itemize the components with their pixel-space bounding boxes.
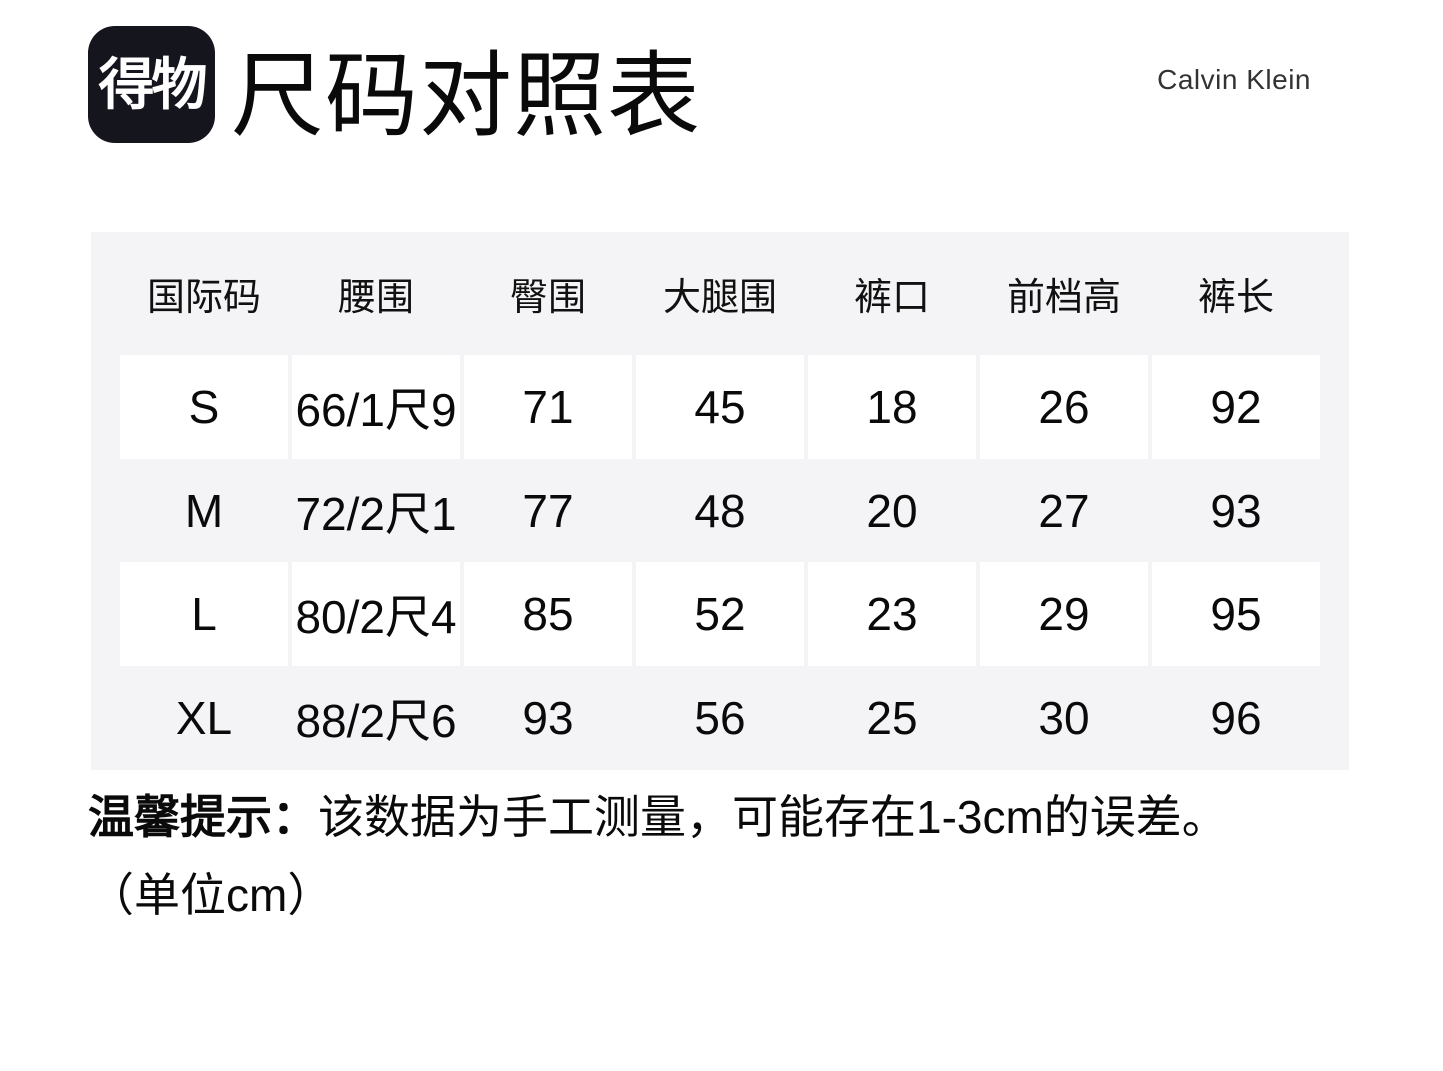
measurement-cell: 45 <box>636 355 804 459</box>
size-label-cell: XL <box>175 691 233 744</box>
measurement-cell: 23 <box>808 562 976 667</box>
measurement-note: 温馨提示：该数据为手工测量，可能存在1-3cm的误差。 <box>88 788 1228 848</box>
page-title: 尺码对照表 <box>231 44 701 148</box>
column-header-1: 国际码 <box>146 277 261 319</box>
measurement-cell: 26 <box>980 355 1148 459</box>
measurement-cell: 30 <box>1038 691 1090 744</box>
measurement-cell: 77 <box>522 484 574 537</box>
dewu-logo: 得物 <box>88 26 215 143</box>
column-header-7: 裤长 <box>1197 277 1274 319</box>
measurement-cell: 92 <box>1152 355 1320 459</box>
measurement-cell: 29 <box>980 562 1148 667</box>
measurement-cell: 56 <box>694 691 746 744</box>
size-table: 国际码 腰围 臀围 大腿围 裤口 前档高 裤长 S 66/1尺9 71 45 18 26 92 M 72/2尺… <box>91 232 1349 770</box>
measurement-cell: 95 <box>1152 562 1320 667</box>
measurement-cell: 25 <box>866 691 918 744</box>
note-label: 温馨提示： <box>88 791 318 843</box>
note-text: 该数据为手工测量，可能存在1-3cm的误差。 <box>318 791 1228 843</box>
measurement-cell: 18 <box>808 355 976 459</box>
measurement-cell: 71 <box>464 355 632 459</box>
size-label-cell: L <box>120 562 288 667</box>
measurement-cell: 66/1尺9 <box>292 355 460 459</box>
calvin-klein-logo: Calvin Klein <box>1157 64 1311 95</box>
size-label-cell: S <box>120 355 288 459</box>
column-header-3: 臀围 <box>509 277 586 319</box>
measurement-cell: 52 <box>636 562 804 667</box>
size-grid: 国际码 腰围 臀围 大腿围 裤口 前档高 裤长 S 66/1尺9 71 45 18 26 92 M 72/2尺… <box>120 232 1320 770</box>
column-header-6: 前档高 <box>1006 277 1121 319</box>
unit-note: （单位cm） <box>88 869 334 921</box>
measurement-cell: 27 <box>1038 484 1090 537</box>
measurement-cell: 96 <box>1210 691 1262 744</box>
measurement-cell: 93 <box>1210 484 1262 537</box>
measurement-cell: 20 <box>866 484 918 537</box>
measurement-cell: 88/2尺6 <box>295 694 457 747</box>
measurement-cell: 85 <box>464 562 632 667</box>
column-header-5: 裤口 <box>853 277 930 319</box>
measurement-cell: 80/2尺4 <box>292 562 460 667</box>
measurement-cell: 93 <box>522 691 574 744</box>
measurement-cell: 48 <box>694 484 746 537</box>
column-header-2: 腰围 <box>337 277 414 319</box>
column-header-4: 大腿围 <box>662 277 777 319</box>
size-label-cell: M <box>184 484 224 537</box>
dewu-logo-text: 得物 <box>98 52 208 116</box>
measurement-cell: 72/2尺1 <box>295 487 457 540</box>
